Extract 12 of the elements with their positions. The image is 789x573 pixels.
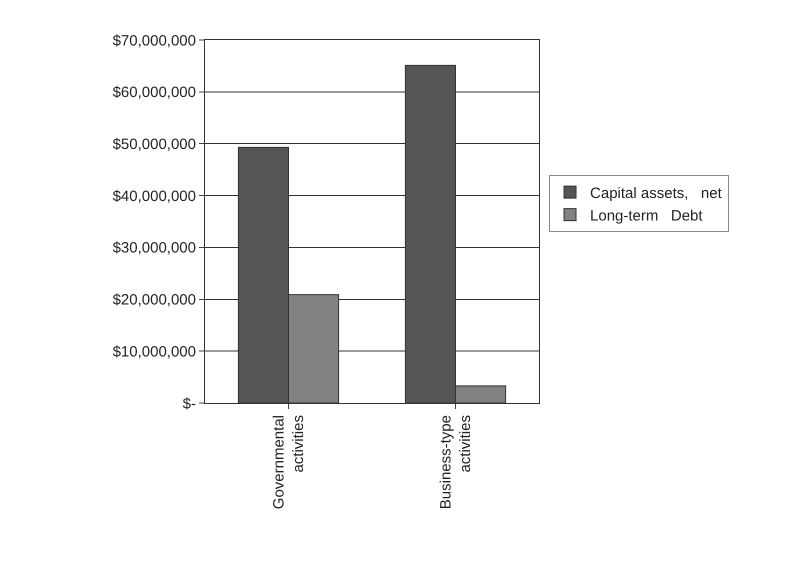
legend-label: Capital assets, net xyxy=(590,184,723,202)
y-tick-label: $10,000,000 xyxy=(112,343,196,360)
y-tick-label: $40,000,000 xyxy=(112,188,196,205)
x-tick-label: Business-type activities xyxy=(438,415,474,510)
x-tick-label: Governmental activities xyxy=(270,415,308,510)
legend-label: Long-term Debt xyxy=(590,207,704,224)
y-tick-label: $- xyxy=(182,395,196,412)
y-tick-label: $60,000,000 xyxy=(112,84,196,102)
y-tick-label: $20,000,000 xyxy=(112,292,196,309)
y-tick-label: $30,000,000 xyxy=(112,240,196,257)
y-tick-label: $50,000,000 xyxy=(112,136,196,153)
y-tick-label: $70,000,000 xyxy=(112,32,196,50)
